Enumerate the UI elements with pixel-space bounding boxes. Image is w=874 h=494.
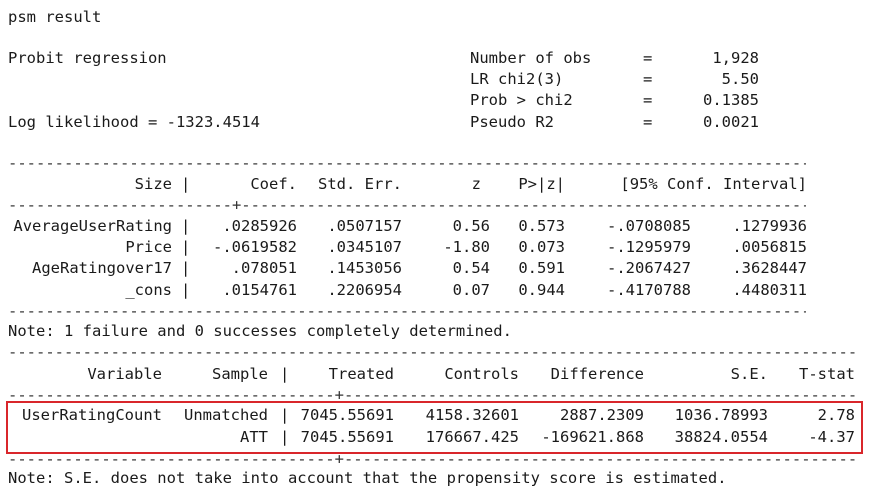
row-se: 1036.78993 (674, 406, 768, 424)
row-ci-high: .0056815 (732, 238, 807, 256)
row-ci-low: -.0708085 (607, 217, 691, 235)
stat-value-prob: 0.1385 (703, 91, 759, 109)
row-ci-high: .3628447 (732, 259, 807, 277)
col-header-ci: [95% Conf. Interval] (620, 175, 807, 193)
row-z: 0.56 (452, 217, 490, 235)
row-ci-low: -.1295979 (607, 238, 691, 256)
row-sample: Unmatched (184, 406, 268, 424)
row-coef: -.0619582 (213, 238, 297, 256)
stat-label-prob: Prob > chi2 (470, 91, 573, 109)
row-variable: UserRatingCount (22, 406, 162, 424)
table-rule: -----------------------------------+----… (8, 450, 855, 468)
row-coef: .078051 (231, 259, 297, 277)
stat-value-pseudor2: 0.0021 (703, 113, 759, 131)
row-coef: .0285926 (222, 217, 297, 235)
row-sample: ATT (240, 428, 268, 446)
log-likelihood: Log likelihood = -1323.4514 (8, 113, 260, 131)
stat-label-pseudor2: Pseudo R2 (470, 113, 554, 131)
row-se: .0507157 (327, 217, 402, 235)
row-tstat: 2.78 (817, 406, 855, 424)
col-header-controls: Controls (444, 365, 519, 383)
row-se: 38824.0554 (674, 428, 768, 446)
stat-label-nobs: Number of obs (470, 49, 592, 67)
row-controls: 4158.32601 (425, 406, 519, 424)
col-header-stderr: Std. Err. (318, 175, 402, 193)
probit-title: Probit regression (8, 49, 167, 67)
col-separator: | (280, 406, 290, 424)
col-header-variable: Variable (87, 365, 162, 383)
stat-eq-nobs: = (643, 49, 653, 67)
col-header-sample: Sample (212, 365, 268, 383)
row-se: .2206954 (327, 281, 402, 299)
row-var: _cons (125, 281, 172, 299)
col-header-size: Size (134, 175, 172, 193)
stat-eq-prob: = (643, 91, 653, 109)
row-controls: 176667.425 (425, 428, 519, 446)
col-header-treated: Treated (328, 365, 394, 383)
row-p: 0.573 (518, 217, 565, 235)
col-separator: | (181, 238, 191, 256)
row-ci-high: .4480311 (732, 281, 807, 299)
col-header-tstat: T-stat (799, 365, 855, 383)
row-ci-high: .1279936 (732, 217, 807, 235)
col-header-se: S.E. (730, 365, 768, 383)
col-separator: | (181, 259, 191, 277)
highlight-box (6, 401, 863, 454)
stat-value-nobs: 1,928 (712, 49, 759, 67)
table-rule: ------------------------+---------------… (8, 196, 806, 214)
row-p: 0.944 (518, 281, 565, 299)
col-header-z: z (471, 175, 481, 193)
row-treated: 7045.55691 (300, 406, 394, 424)
row-var: Price (125, 238, 172, 256)
row-z: 0.07 (452, 281, 490, 299)
col-separator: | (181, 281, 191, 299)
row-p: 0.073 (518, 238, 565, 256)
row-coef: .0154761 (222, 281, 297, 299)
col-separator: | (280, 428, 290, 446)
col-header-coef: Coef. (250, 175, 297, 193)
output-title: psm result (8, 8, 102, 26)
table-rule: -----------------------------------+----… (8, 386, 855, 404)
stat-eq-pseudor2: = (643, 113, 653, 131)
table-rule: ----------------------------------------… (8, 302, 806, 320)
col-separator: | (181, 217, 191, 235)
probit-note: Note: 1 failure and 0 successes complete… (8, 322, 512, 340)
row-se: .0345107 (327, 238, 402, 256)
row-difference: 2887.2309 (560, 406, 644, 424)
row-z: 0.54 (452, 259, 490, 277)
col-header-p: P>|z| (518, 175, 565, 193)
att-note: Note: S.E. does not take into account th… (8, 469, 727, 487)
stat-value-lrchi2: 5.50 (721, 70, 759, 88)
stat-label-lrchi2: LR chi2(3) (470, 70, 564, 88)
row-z: -1.80 (443, 238, 490, 256)
col-header-difference: Difference (550, 365, 644, 383)
col-separator: | (181, 175, 191, 193)
table-rule: ----------------------------------------… (8, 154, 806, 172)
row-p: 0.591 (518, 259, 565, 277)
row-tstat: -4.37 (808, 428, 855, 446)
row-var: AverageUserRating (13, 217, 172, 235)
row-ci-low: -.4170788 (607, 281, 691, 299)
row-difference: -169621.868 (541, 428, 644, 446)
row-se: .1453056 (327, 259, 402, 277)
row-ci-low: -.2067427 (607, 259, 691, 277)
stat-eq-lrchi2: = (643, 70, 653, 88)
row-treated: 7045.55691 (300, 428, 394, 446)
row-var: AgeRatingover17 (32, 259, 172, 277)
col-separator: | (280, 365, 290, 383)
table-rule: ----------------------------------------… (8, 343, 855, 361)
